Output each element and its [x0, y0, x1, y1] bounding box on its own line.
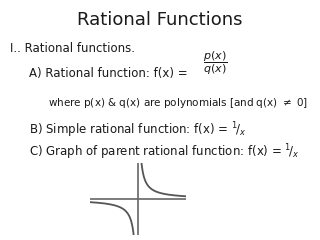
Text: B) Simple rational function: f(x) = $\mathregular{^1\!/}_x$: B) Simple rational function: f(x) = $\ma… — [29, 120, 246, 140]
Text: A) Rational function: f(x) =: A) Rational function: f(x) = — [29, 67, 191, 80]
Text: I.. Rational functions.: I.. Rational functions. — [10, 42, 135, 55]
Text: where p(x) & q(x) are polynomials [and q(x) $\neq$ 0]: where p(x) & q(x) are polynomials [and q… — [48, 96, 308, 110]
Text: Rational Functions: Rational Functions — [77, 11, 243, 29]
Text: $\dfrac{p(x)}{q(x)}$: $\dfrac{p(x)}{q(x)}$ — [203, 50, 228, 77]
Text: C) Graph of parent rational function: f(x) = $\mathregular{^1\!/}_x$: C) Graph of parent rational function: f(… — [29, 143, 300, 162]
